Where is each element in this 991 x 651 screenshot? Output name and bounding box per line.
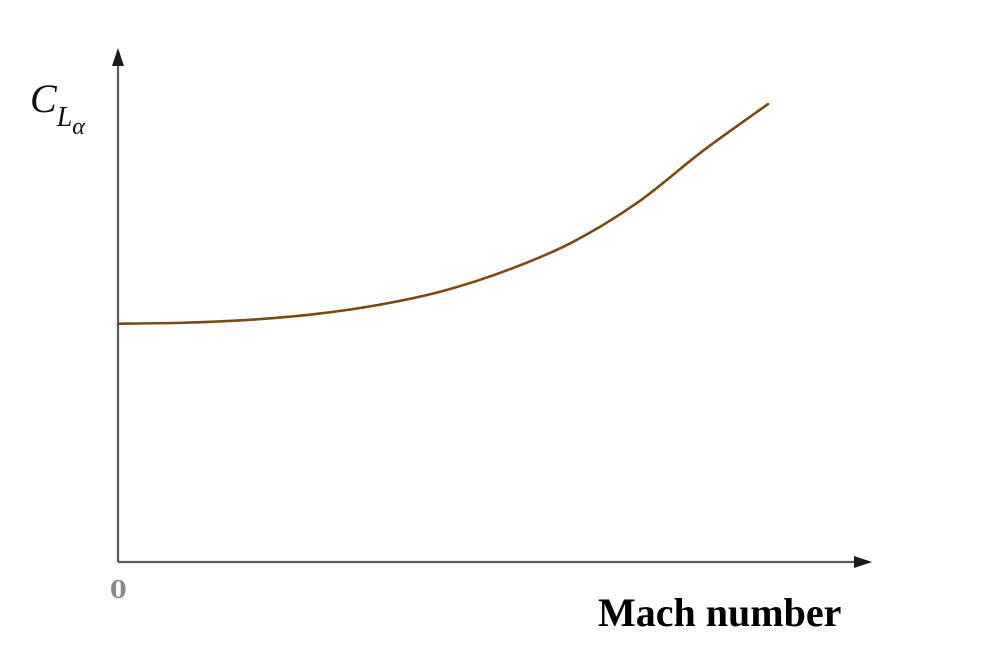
y-axis-label-subscript: L (56, 102, 73, 133)
svg-text:CLα: CLα (30, 76, 85, 140)
y-axis-arrow (112, 48, 124, 66)
x-axis-arrow (854, 556, 872, 568)
y-axis-label-symbol: C (30, 76, 58, 121)
y-axis-label: CLα (30, 76, 85, 140)
y-axis-label-subsubscript: α (72, 114, 85, 140)
axes (112, 48, 872, 568)
plot-area (116, 102, 770, 325)
series-line (116, 102, 770, 325)
x-tick-label-0: 0 (110, 575, 127, 604)
x-axis-label: Mach number (598, 590, 841, 635)
